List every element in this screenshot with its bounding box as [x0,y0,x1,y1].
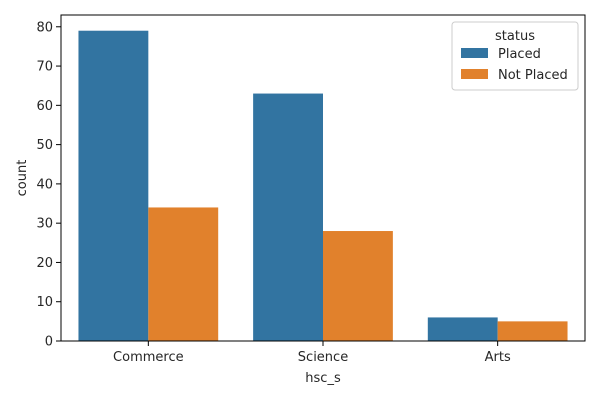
bar-placed-science [253,93,323,341]
legend-swatch-placed [461,48,488,58]
bar-not-placed-commerce [148,207,219,341]
legend-swatch-not-placed [461,69,488,79]
legend-label-not-placed: Not Placed [498,68,568,83]
y-tick-label: 0 [45,335,53,350]
bars-layer [78,30,568,341]
y-tick-label: 70 [36,60,53,75]
y-tick-label: 50 [36,138,53,153]
y-tick-label: 40 [36,177,53,192]
x-tick-label-commerce: Commerce [113,350,184,365]
x-axis-label: hsc_s [305,371,341,386]
x-tick-label-arts: Arts [485,350,511,365]
y-tick-label: 20 [36,256,53,271]
y-axis: 0 10 20 30 40 50 60 70 80 [36,20,61,350]
y-tick-label: 80 [36,20,53,35]
bar-not-placed-arts [497,321,568,341]
y-tick-label: 10 [36,295,53,310]
y-tick-label: 60 [36,99,53,114]
y-axis-label: count [15,160,30,197]
legend-title: status [495,29,535,44]
x-tick-label-science: Science [298,350,348,365]
plot-frame [60,14,586,342]
x-axis: Commerce Science Arts [113,341,511,365]
bar-placed-arts [427,317,498,341]
bar-placed-commerce [78,30,149,341]
bar-not-placed-science [323,231,393,341]
legend: status Placed Not Placed [451,21,579,91]
legend-label-placed: Placed [498,47,541,62]
y-tick-label: 30 [36,217,53,232]
